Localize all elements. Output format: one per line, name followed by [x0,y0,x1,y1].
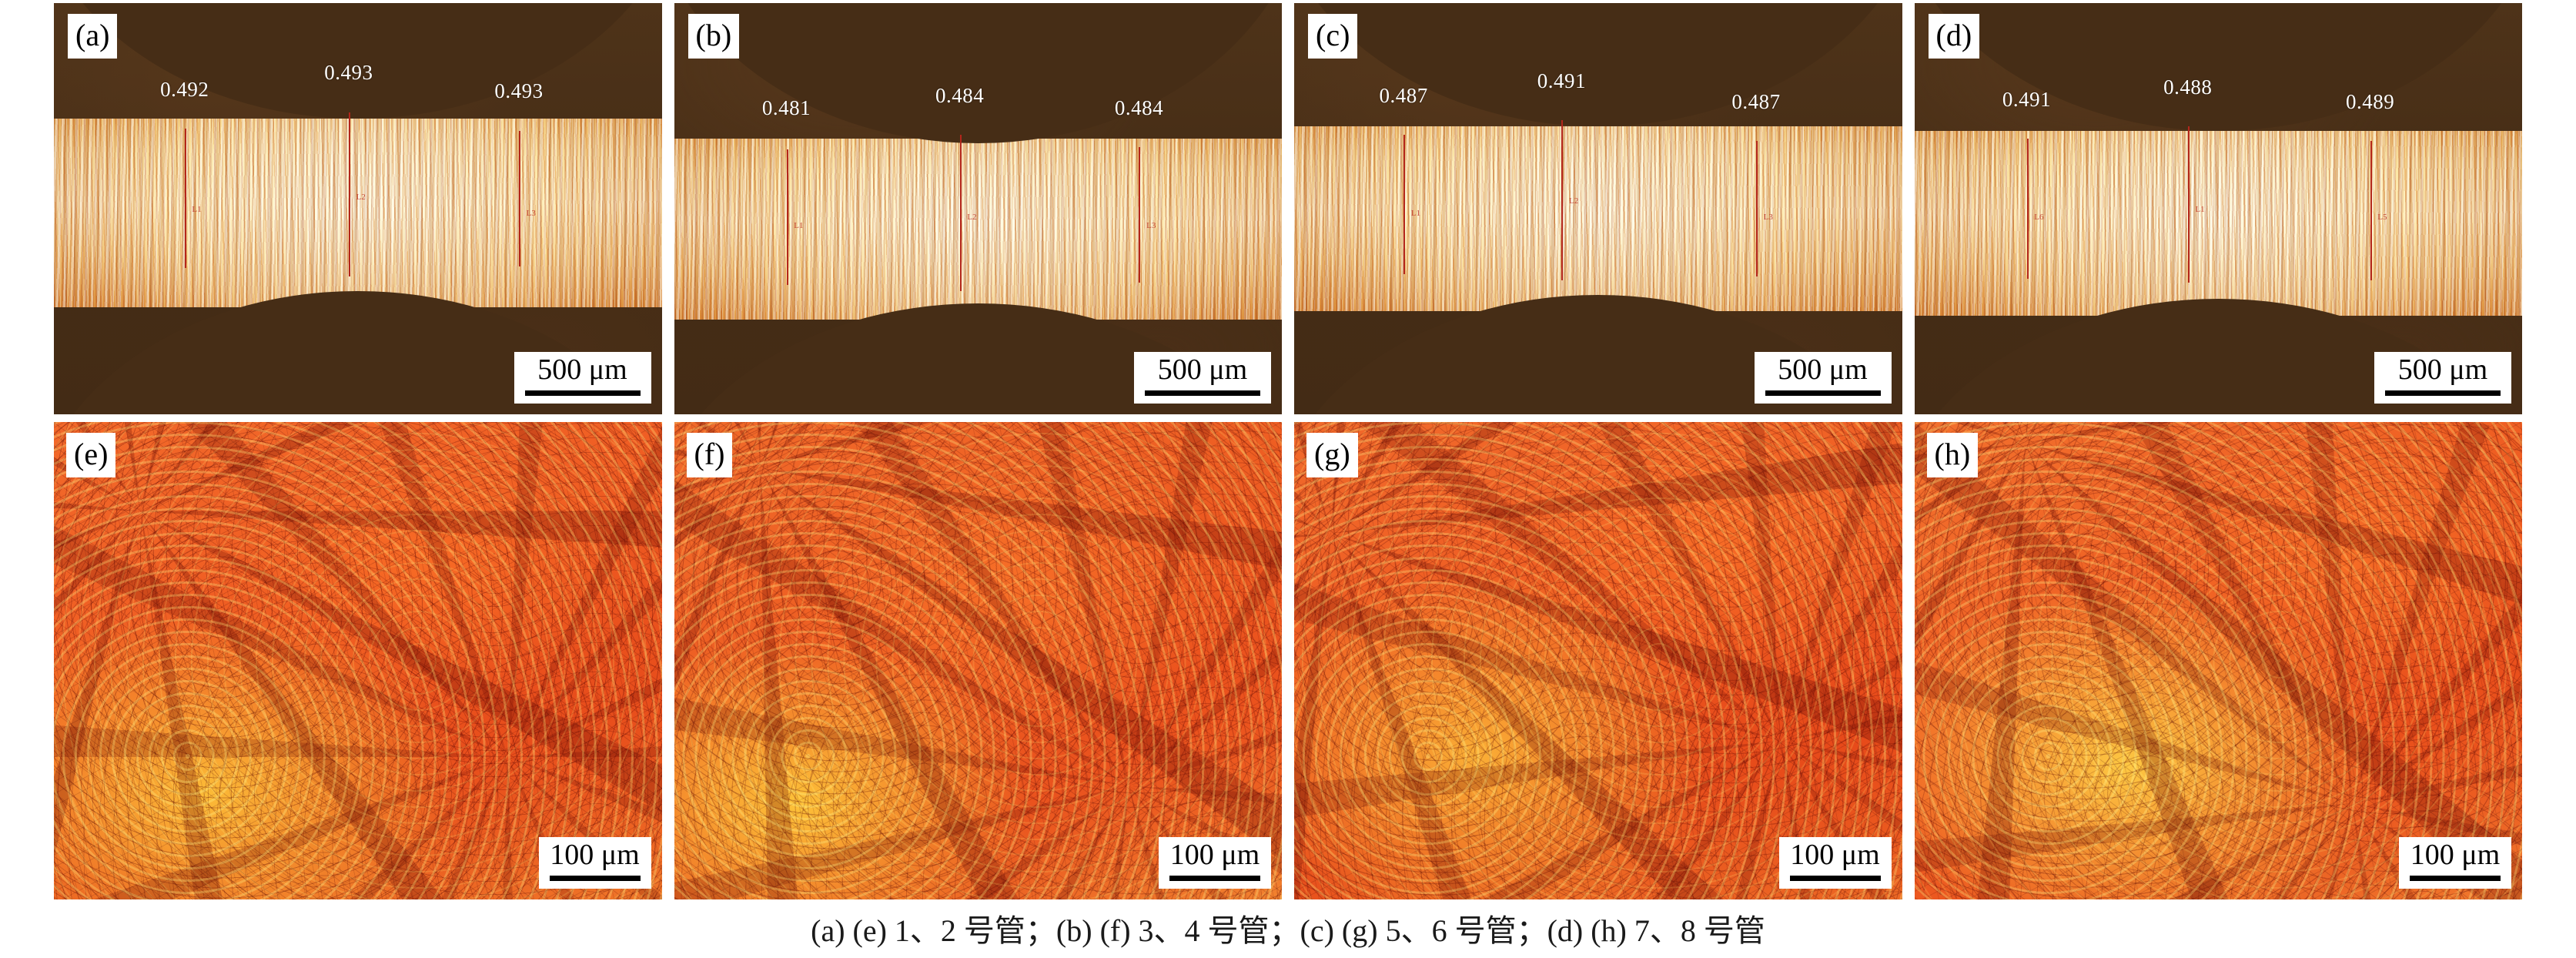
panel-a-scalebar-text: 500 μm [537,353,627,387]
panel-f-scalebar-line [1169,876,1260,881]
panel-b-scalebar-text: 500 μm [1157,353,1248,387]
panel-c-scalebar-text: 500 μm [1778,353,1868,387]
panel-e[interactable]: (e) 100 μm [54,422,662,899]
panel-c-scalebar: 500 μm [1754,352,1892,404]
panel-d-measure-line-1 [2026,139,2029,279]
panel-c-measure-line-2 [1561,120,1564,281]
micrograph-row-bottom: (e) 100 μm (f) 100 μm (g) 100 μm [54,422,2522,899]
panel-a-measure-label-2: 0.493 [324,61,373,85]
panel-d-measure-tag-1: L6 [2034,213,2044,223]
panel-a-measure-tag-1: L1 [192,204,202,214]
panel-b-scalebar: 500 μm [1134,352,1271,404]
panel-f-scalebar-text: 100 μm [1169,839,1260,872]
panel-d-measure-label-3: 0.489 [2346,89,2395,113]
panel-b-measure-tag-1: L1 [794,221,804,231]
panel-h-scalebar-line [2410,876,2501,881]
panel-d-measure-tag-2: L1 [2195,204,2205,214]
panel-a-measure-line-2 [348,112,350,277]
panel-h[interactable]: (h) 100 μm [1914,422,2522,899]
panel-e-grain-highlights [54,422,662,899]
panel-b-measure-tag-2: L2 [967,213,977,223]
panel-d-wall-band [1914,130,2522,316]
panel-a[interactable]: 0.492 L1 0.493 L2 0.493 L3 (a) 500 μm [54,3,662,414]
panel-a-scalebar: 500 μm [514,352,651,404]
panel-b-measure-line-3 [1139,146,1141,283]
panel-d-scalebar: 500 μm [2374,352,2511,404]
panel-c-measure-tag-2: L2 [1569,196,1579,206]
panel-b-measure-label-1: 0.481 [761,95,811,119]
panel-c-scalebar-line [1765,390,1881,396]
panel-f[interactable]: (f) 100 μm [674,422,1282,899]
panel-f-label: (f) [686,433,733,477]
panel-c-measure-line-3 [1756,140,1758,277]
panel-e-background [54,422,662,899]
panel-g-label: (g) [1306,433,1358,477]
panel-a-measure-tag-2: L2 [356,192,366,202]
panel-d[interactable]: 0.491 L6 0.488 L1 0.489 L5 (d) 500 μm [1914,3,2522,414]
panel-c-wall-band [1294,126,1902,312]
panel-e-scalebar-line [549,876,641,881]
panel-f-grain-texture-overlay [674,422,1282,899]
panel-f-grain-highlights [674,422,1282,899]
panel-g-scalebar-line [1789,876,1881,881]
panel-h-scalebar-text: 100 μm [2410,839,2501,872]
panel-c-label: (c) [1308,14,1358,59]
panel-h-label: (h) [1926,433,1979,477]
panel-e-label: (e) [66,433,116,477]
panel-a-scalebar-line [524,390,641,396]
panel-g-scalebar: 100 μm [1778,837,1892,889]
panel-h-background [1914,422,2522,899]
panel-f-scalebar: 100 μm [1159,837,1271,889]
panel-b[interactable]: 0.481 L1 0.484 L2 0.484 L3 (b) 500 μm [674,3,1282,414]
panel-b-label: (b) [687,14,740,59]
panel-e-grain-texture-overlay [54,422,662,899]
panel-h-scalebar: 100 μm [2399,837,2511,889]
panel-b-measure-label-2: 0.484 [935,83,985,107]
panel-d-scalebar-text: 500 μm [2397,353,2488,387]
panel-d-label: (d) [1928,14,1980,59]
panel-c[interactable]: 0.487 L1 0.491 L2 0.487 L3 (c) 500 μm [1294,3,1902,414]
panel-g-grain-texture-overlay [1294,422,1902,899]
panel-c-measure-line-1 [1403,134,1406,275]
panel-h-grain-texture-overlay [1914,422,2522,899]
panel-c-measure-label-2: 0.491 [1537,69,1586,93]
panel-a-measure-line-3 [518,130,520,266]
panel-f-background [674,422,1282,899]
panel-d-measure-label-1: 0.491 [2002,88,2052,112]
figure-caption: (a) (e) 1、2 号管；(b) (f) 3、4 号管；(c) (g) 5、… [811,913,1765,948]
panel-g-scalebar-text: 100 μm [1790,839,1880,872]
panel-e-scalebar: 100 μm [538,837,651,889]
panel-d-measure-label-2: 0.488 [2163,75,2213,99]
micrograph-row-top: 0.492 L1 0.493 L2 0.493 L3 (a) 500 μm 0.… [54,3,2522,414]
panel-a-measure-label-3: 0.493 [494,79,544,103]
panel-a-wall-band [54,118,662,308]
panel-c-measure-label-1: 0.487 [1379,83,1428,107]
panel-c-measure-tag-3: L3 [1763,213,1773,223]
panel-b-measure-tag-3: L3 [1146,221,1156,231]
panel-b-measure-label-3: 0.484 [1114,95,1164,119]
panel-d-scalebar-line [2385,390,2501,396]
panel-b-wall-band [674,139,1282,320]
panel-b-measure-line-2 [959,134,962,291]
panel-a-measure-tag-3: L3 [526,209,536,218]
panel-e-grain-texture [54,422,662,899]
panel-c-measure-tag-1: L1 [1410,209,1421,218]
panel-g-background [1294,422,1902,899]
panel-a-measure-label-1: 0.492 [160,77,209,101]
panel-h-grain-highlights [1914,422,2522,899]
panel-g-grain-highlights [1294,422,1902,899]
panel-e-scalebar-text: 100 μm [550,839,640,872]
panel-d-measure-line-3 [2370,140,2372,281]
panel-a-label: (a) [68,14,118,59]
panel-d-measure-tag-3: L5 [2377,213,2387,223]
panel-c-measure-label-3: 0.487 [1731,89,1781,113]
panel-d-measure-line-2 [2187,126,2190,283]
panel-b-measure-line-1 [786,149,788,285]
panel-a-measure-line-1 [184,128,186,269]
panel-g[interactable]: (g) 100 μm [1294,422,1902,899]
panel-b-scalebar-line [1145,390,1260,396]
